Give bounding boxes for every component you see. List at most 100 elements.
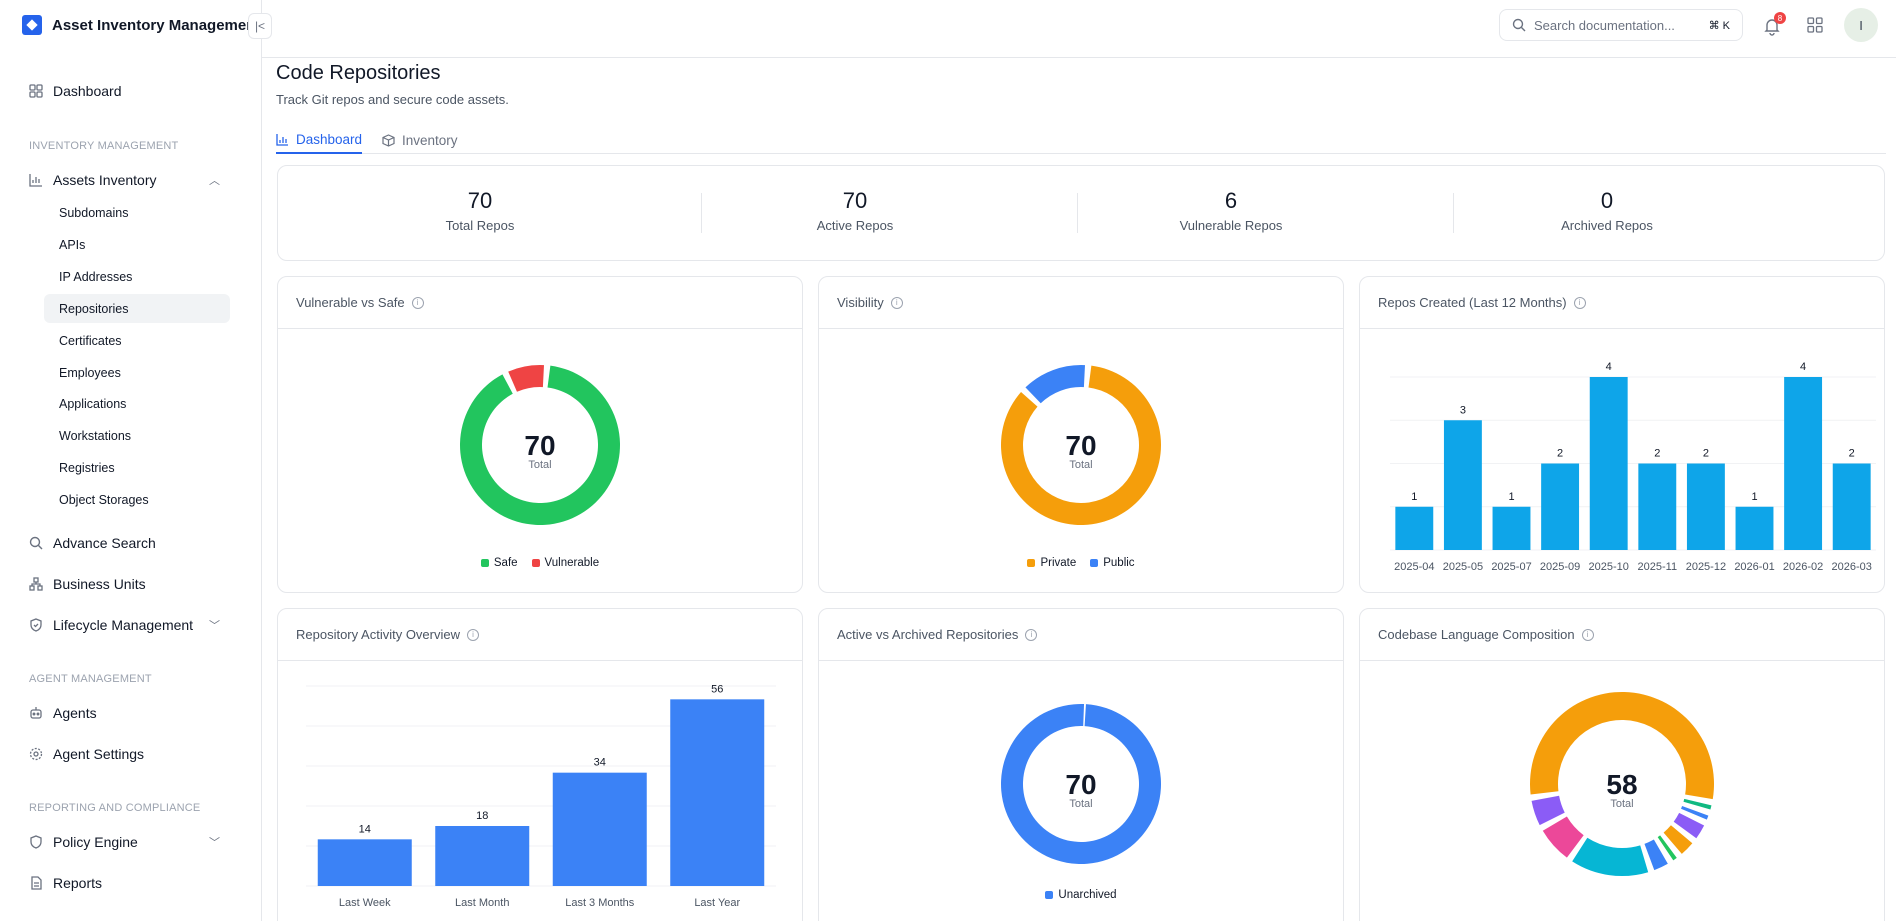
sidebar-sub-repositories[interactable]: Repositories	[44, 294, 230, 323]
stat-divider	[701, 193, 702, 233]
stat-divider	[1453, 193, 1454, 233]
card-title: Visibility	[837, 295, 884, 310]
sidebar-item-agents[interactable]: Agents	[29, 705, 97, 721]
apps-grid-icon[interactable]	[1807, 17, 1823, 33]
info-icon[interactable]: i	[1573, 296, 1586, 309]
sidebar-item-business-units[interactable]: Business Units	[29, 576, 146, 592]
donut-center-label: Total	[1610, 798, 1633, 810]
info-icon[interactable]: i	[411, 296, 424, 309]
legend-item[interactable]: Safe	[480, 557, 518, 569]
bar-chart-repos-created: 1 2025-04 3 2025-05 1 2025-07 2 2025-09 4 2025-10…	[1390, 361, 1876, 573]
page-title: Code Repositories	[276, 62, 441, 84]
donut-slice[interactable]	[1530, 692, 1714, 800]
donut-slice[interactable]	[1683, 798, 1712, 810]
legend-item[interactable]: Unarchived	[1045, 889, 1117, 901]
donut-center-label: Total	[1069, 459, 1092, 471]
legend-item[interactable]: Vulnerable	[531, 557, 599, 569]
sidebar-item-lifecycle[interactable]: Lifecycle Management ﹀	[29, 617, 220, 633]
info-icon[interactable]: i	[1581, 628, 1594, 641]
sidebar-sub-certificates[interactable]: Certificates	[59, 333, 122, 348]
info-icon[interactable]: i	[467, 628, 479, 641]
bar[interactable]	[1638, 463, 1677, 551]
sidebar-item-agent-settings[interactable]: Agent Settings	[29, 746, 144, 762]
stat-label: Total Repos	[445, 218, 515, 233]
brand[interactable]: Asset Inventory Management	[22, 15, 260, 35]
sidebar-item-advance-search[interactable]: Advance Search	[29, 535, 156, 551]
donut-slice[interactable]	[508, 365, 544, 392]
bar[interactable]	[1686, 463, 1725, 551]
sidebar-sub-applications[interactable]: Applications	[59, 396, 127, 411]
card-language-composition: Codebase Language Composition i 58 Total	[1359, 608, 1885, 921]
donut-slice[interactable]	[1542, 816, 1584, 858]
x-tick-label: Last Week	[339, 897, 391, 909]
sidebar-sub-object-storages[interactable]: Object Storages	[59, 492, 149, 507]
bar-value-label: 14	[359, 823, 371, 835]
x-tick-label: Last 3 Months	[565, 897, 635, 909]
bar[interactable]	[1492, 506, 1531, 550]
donut-slice[interactable]	[1531, 795, 1565, 826]
sidebar-item-dashboard[interactable]: Dashboard	[29, 83, 122, 99]
package-icon	[382, 133, 395, 147]
sidebar-item-label: Agents	[53, 705, 97, 721]
chevron-up-icon[interactable]: ︿	[209, 175, 220, 187]
card-vulnerable-vs-safe: Vulnerable vs Safe i 70 Total Safe Vulner…	[277, 276, 803, 593]
bar[interactable]	[1443, 420, 1482, 550]
legend-item[interactable]: Public	[1090, 557, 1135, 569]
tab-dashboard[interactable]: Dashboard	[276, 126, 363, 154]
x-tick-label: 2025-04	[1394, 561, 1434, 573]
collapse-sidebar-button[interactable]: |<	[248, 13, 272, 39]
stat-value: 6	[1224, 188, 1238, 213]
sidebar-item-assets-inventory[interactable]: Assets Inventory ︿	[29, 172, 220, 188]
donut-slice[interactable]	[1025, 365, 1085, 404]
x-tick-label: 2026-02	[1783, 561, 1823, 573]
sidebar-sub-employees[interactable]: Employees	[59, 365, 121, 380]
bar-value-label: 2	[1654, 448, 1660, 460]
bar[interactable]	[1784, 377, 1823, 550]
avatar[interactable]: I	[1844, 8, 1878, 42]
donut-slice[interactable]	[1663, 825, 1693, 854]
x-tick-label: 2025-11	[1638, 561, 1678, 573]
card-repos-created: Repos Created (Last 12 Months) i 1 2025-0…	[1359, 276, 1885, 593]
donut-slice[interactable]	[1657, 835, 1677, 861]
bar[interactable]	[552, 772, 647, 886]
card-header: Repository Activity Overview i	[278, 609, 802, 661]
donut-slice[interactable]	[1572, 837, 1649, 876]
bar[interactable]	[1589, 377, 1628, 550]
sidebar-item-label: Policy Engine	[53, 834, 138, 850]
bar-value-label: 34	[594, 757, 606, 769]
sidebar-item-policy-engine[interactable]: Policy Engine ﹀	[29, 834, 220, 850]
sidebar-sub-ip-addresses[interactable]: IP Addresses	[59, 269, 133, 284]
chevron-down-icon[interactable]: ﹀	[209, 620, 220, 632]
legend-item[interactable]: Private	[1027, 557, 1076, 569]
info-icon[interactable]: i	[1025, 628, 1038, 641]
donut-slice[interactable]	[1644, 839, 1668, 871]
sidebar-sub-registries[interactable]: Registries	[59, 460, 115, 475]
x-tick-label: Last Month	[455, 897, 509, 909]
bar-value-label: 2	[1557, 448, 1563, 460]
card-title: Repos Created (Last 12 Months)	[1378, 295, 1567, 310]
sidebar-sub-subdomains[interactable]: Subdomains	[59, 205, 129, 220]
donut-slice[interactable]	[1673, 812, 1705, 839]
sidebar-sub-apis[interactable]: APIs	[59, 237, 86, 252]
bar[interactable]	[1541, 463, 1580, 551]
donut-slice[interactable]	[1681, 806, 1709, 820]
tab-inventory[interactable]: Inventory	[382, 126, 458, 154]
bar[interactable]	[670, 699, 765, 886]
bar[interactable]	[435, 826, 530, 886]
card-header: Visibility i	[819, 277, 1343, 329]
bar[interactable]	[317, 839, 412, 886]
sidebar-sub-workstations[interactable]: Workstations	[59, 428, 132, 443]
bar[interactable]	[1832, 463, 1871, 551]
stat-value: 70	[467, 188, 493, 213]
stat-value: 70	[842, 188, 868, 213]
bar[interactable]	[1735, 506, 1774, 550]
bar[interactable]	[1395, 506, 1434, 550]
sidebar-item-label: Assets Inventory	[53, 172, 157, 188]
legend-swatch	[480, 559, 489, 567]
info-icon[interactable]: i	[890, 296, 903, 309]
chevron-down-icon[interactable]: ﹀	[209, 837, 220, 849]
search-input[interactable]: Search documentation... ⌘ K	[1499, 9, 1743, 41]
legend-swatch	[531, 559, 540, 567]
sidebar-item-reports[interactable]: Reports	[29, 875, 102, 891]
